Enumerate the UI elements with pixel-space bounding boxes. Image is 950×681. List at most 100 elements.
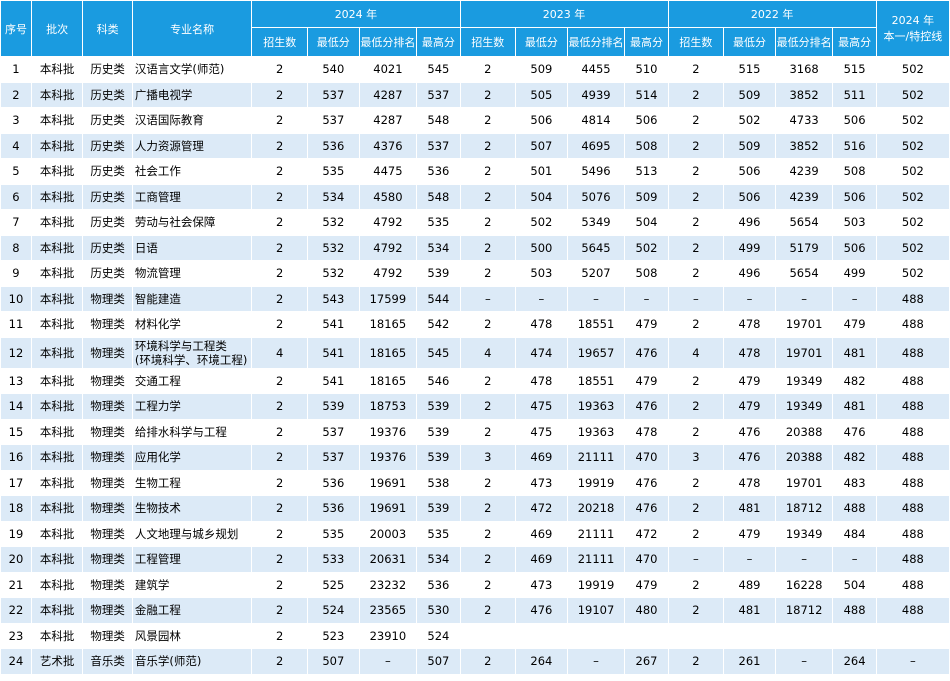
cell-major: 环境科学与工程类 (环境科学、环境工程) bbox=[131, 336, 253, 369]
cell-2022-enroll: 2 bbox=[667, 495, 725, 522]
cell-major: 汉语言文学(师范) bbox=[131, 56, 253, 83]
cell-2024-min-rank: 4376 bbox=[358, 132, 418, 159]
table-row: 14 本科批 物理类 工程力学 2 539 18753 539 2 475 19363 476 2 479… bbox=[0, 393, 950, 420]
cell-2022-enroll: 2 bbox=[667, 393, 725, 420]
cell-2022-max-score: 516 bbox=[832, 132, 877, 159]
cell-2024-min-rank: 17599 bbox=[358, 285, 418, 312]
cell-2024-enroll: 4 bbox=[251, 336, 309, 369]
cell-major: 社会工作 bbox=[131, 158, 253, 185]
cell-major: 给排水科学与工程 bbox=[131, 418, 253, 445]
cell-2024-enroll: 2 bbox=[251, 285, 309, 312]
cell-2023-max-score: 504 bbox=[624, 209, 669, 236]
cell-control-line: 488 bbox=[875, 418, 950, 445]
cell-2023-min-rank bbox=[566, 622, 626, 649]
cell-2022-min-score: 499 bbox=[723, 234, 776, 261]
cell-2023-max-score: 508 bbox=[624, 132, 669, 159]
cell-2024-enroll: 2 bbox=[251, 209, 309, 236]
cell-2024-enroll: 2 bbox=[251, 597, 309, 624]
cell-subject: 物理类 bbox=[82, 336, 133, 369]
cell-2022-min-rank: 3168 bbox=[774, 56, 834, 83]
cell-2022-min-rank: 3852 bbox=[774, 81, 834, 108]
subheader-enroll: 招生数 bbox=[459, 27, 517, 57]
cell-2022-enroll: 2 bbox=[667, 132, 725, 159]
cell-2023-min-rank: 19363 bbox=[566, 418, 626, 445]
cell-2023-enroll: 3 bbox=[459, 444, 517, 471]
cell-2022-max-score: 264 bbox=[832, 648, 877, 675]
cell-2022-min-score: 481 bbox=[723, 495, 776, 522]
cell-2024-min-score: 543 bbox=[307, 285, 360, 312]
cell-batch: 本科批 bbox=[30, 444, 84, 471]
cell-2023-max-score: 267 bbox=[624, 648, 669, 675]
cell-subject: 音乐类 bbox=[82, 648, 133, 675]
cell-2024-max-score: 545 bbox=[416, 336, 461, 369]
table-row: 23 本科批 物理类 风景园林 2 523 23910 524 bbox=[0, 622, 950, 649]
cell-2024-enroll: 2 bbox=[251, 546, 309, 573]
cell-control-line: 502 bbox=[875, 183, 950, 210]
cell-subject: 物理类 bbox=[82, 571, 133, 598]
cell-no: 20 bbox=[0, 546, 32, 573]
cell-2023-max-score: 508 bbox=[624, 260, 669, 287]
cell-2024-min-rank: 4475 bbox=[358, 158, 418, 185]
cell-2023-min-score: 478 bbox=[515, 311, 568, 338]
cell-2022-max-score: 488 bbox=[832, 495, 877, 522]
cell-2024-enroll: 2 bbox=[251, 132, 309, 159]
cell-control-line: 502 bbox=[875, 158, 950, 185]
cell-batch: 本科批 bbox=[30, 234, 84, 261]
table-row: 3 本科批 历史类 汉语国际教育 2 537 4287 548 2 506 4814 506 2 502 4… bbox=[0, 107, 950, 134]
subheader-min-rank: 最低分排名 bbox=[566, 27, 626, 57]
cell-subject: 历史类 bbox=[82, 158, 133, 185]
cell-2023-max-score: 509 bbox=[624, 183, 669, 210]
cell-2023-min-rank: 5076 bbox=[566, 183, 626, 210]
cell-2024-min-score: 532 bbox=[307, 234, 360, 261]
cell-2023-min-score: 475 bbox=[515, 418, 568, 445]
cell-no: 24 bbox=[0, 648, 32, 675]
cell-2024-min-score: 536 bbox=[307, 132, 360, 159]
cell-2024-min-rank: 19691 bbox=[358, 495, 418, 522]
subheader-min-score: 最低分 bbox=[515, 27, 568, 57]
cell-2024-min-score: 539 bbox=[307, 393, 360, 420]
cell-control-line: 488 bbox=[875, 597, 950, 624]
cell-2022-max-score: 506 bbox=[832, 107, 877, 134]
cell-2024-max-score: 534 bbox=[416, 234, 461, 261]
cell-2023-min-score: 504 bbox=[515, 183, 568, 210]
header-subject: 科类 bbox=[82, 0, 133, 57]
cell-batch: 本科批 bbox=[30, 597, 84, 624]
cell-2023-min-rank: 5349 bbox=[566, 209, 626, 236]
header-year-2022: 2022 年 bbox=[667, 0, 877, 28]
cell-2023-enroll: 2 bbox=[459, 107, 517, 134]
cell-2024-min-score: 524 bbox=[307, 597, 360, 624]
cell-no: 3 bbox=[0, 107, 32, 134]
table-row: 7 本科批 历史类 劳动与社会保障 2 532 4792 535 2 502 5349 504 2 496… bbox=[0, 209, 950, 236]
cell-2022-max-score: 506 bbox=[832, 183, 877, 210]
cell-2022-enroll: 2 bbox=[667, 81, 725, 108]
cell-2023-min-score: 505 bbox=[515, 81, 568, 108]
cell-2023-min-rank: 21111 bbox=[566, 520, 626, 547]
cell-2024-min-score: 537 bbox=[307, 418, 360, 445]
cell-2023-min-rank: 4695 bbox=[566, 132, 626, 159]
cell-2022-max-score: 481 bbox=[832, 336, 877, 369]
cell-no: 19 bbox=[0, 520, 32, 547]
cell-2022-min-rank bbox=[774, 622, 834, 649]
cell-no: 4 bbox=[0, 132, 32, 159]
cell-2023-min-rank: 19919 bbox=[566, 469, 626, 496]
cell-batch: 本科批 bbox=[30, 571, 84, 598]
cell-2022-enroll: – bbox=[667, 546, 725, 573]
cell-2023-min-score: 501 bbox=[515, 158, 568, 185]
cell-subject: 历史类 bbox=[82, 81, 133, 108]
cell-2024-max-score: 507 bbox=[416, 648, 461, 675]
cell-2022-min-rank: 4239 bbox=[774, 183, 834, 210]
cell-batch: 本科批 bbox=[30, 107, 84, 134]
cell-2022-min-score: – bbox=[723, 285, 776, 312]
cell-2023-enroll: 2 bbox=[459, 393, 517, 420]
table-body: 1 本科批 历史类 汉语言文学(师范) 2 540 4021 545 2 509 4455 510 2 5… bbox=[0, 56, 950, 675]
cell-2022-max-score: 488 bbox=[832, 597, 877, 624]
cell-2024-enroll: 2 bbox=[251, 81, 309, 108]
cell-2024-max-score: 538 bbox=[416, 469, 461, 496]
cell-2022-max-score: – bbox=[832, 285, 877, 312]
cell-control-line: 488 bbox=[875, 571, 950, 598]
cell-no: 6 bbox=[0, 183, 32, 210]
cell-2023-enroll: 2 bbox=[459, 56, 517, 83]
cell-2022-min-rank: 19701 bbox=[774, 469, 834, 496]
cell-2023-min-rank: 5496 bbox=[566, 158, 626, 185]
cell-2023-min-rank: 19657 bbox=[566, 336, 626, 369]
